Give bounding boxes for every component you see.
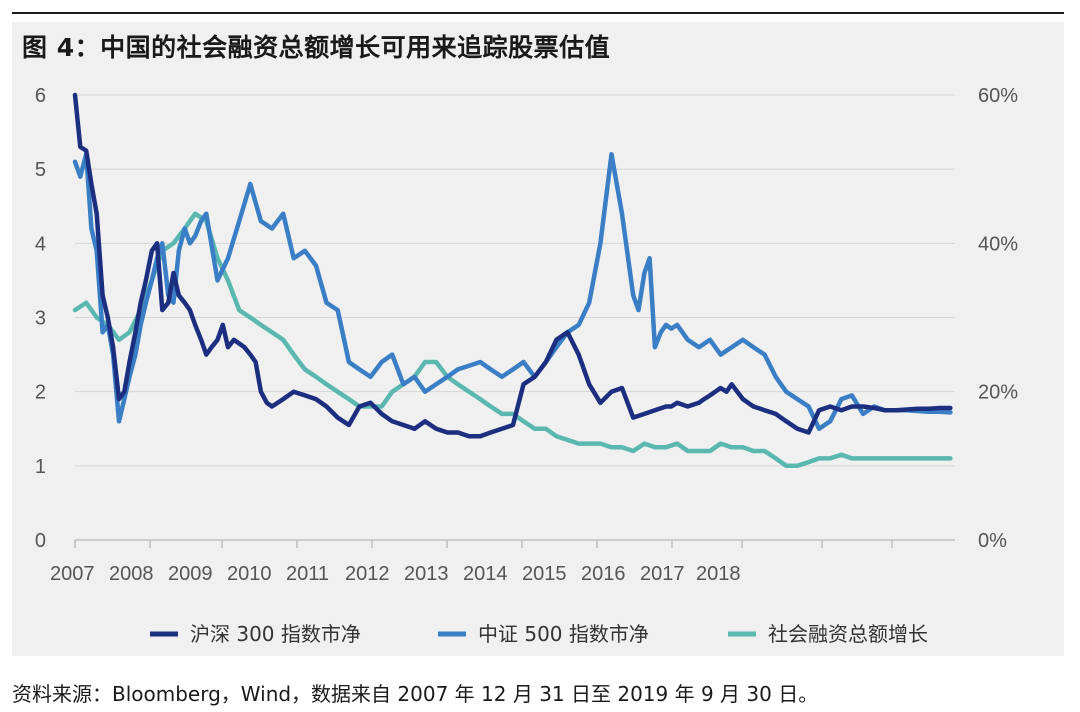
series-line-1 — [72, 152, 953, 432]
y-left-tick-label: 6 — [35, 85, 46, 107]
x-tick-label: 2009 — [168, 563, 213, 585]
chart-title: 图 4：中国的社会融资总额增长可用来追踪股票估值 — [22, 33, 611, 62]
y-left-tick-label: 4 — [35, 233, 46, 255]
legend-label: 中证 500 指数市净 — [478, 622, 649, 646]
x-tick-label: 2011 — [286, 563, 329, 585]
x-tick-label: 2008 — [109, 563, 154, 585]
y-right-tick-label: 20% — [978, 382, 1018, 404]
y-right-tick-label: 40% — [978, 233, 1018, 255]
y-left-tick-label: 0 — [35, 530, 46, 552]
x-tick-label: 2010 — [227, 563, 272, 585]
y-left-tick-label: 1 — [35, 456, 46, 478]
x-tick-label: 2007 — [50, 563, 95, 585]
y-right-tick-label: 60% — [978, 85, 1018, 107]
series-line-0 — [72, 92, 953, 439]
y-right-tick-label: 0% — [978, 530, 1007, 552]
x-tick-label: 2017 — [640, 563, 685, 585]
legend-label: 社会融资总额增长 — [768, 622, 928, 646]
chart-panel — [12, 22, 1064, 656]
x-tick-label: 2016 — [581, 563, 626, 585]
x-tick-label: 2012 — [345, 563, 390, 585]
top-rule — [12, 12, 1064, 14]
x-tick-label: 2015 — [522, 563, 567, 585]
x-tick-label: 2013 — [404, 563, 449, 585]
y-left-tick-label: 5 — [35, 159, 46, 181]
x-tick-label: 2018 — [696, 563, 741, 585]
y-left-tick-label: 2 — [35, 382, 46, 404]
series-line-2 — [72, 211, 953, 469]
x-tick-label: 2014 — [463, 563, 508, 585]
legend-label: 沪深 300 指数市净 — [190, 622, 361, 646]
source-note: 资料来源：Bloomberg，Wind，数据来自 2007 年 12 月 31 … — [12, 682, 819, 706]
y-left-tick-label: 3 — [35, 308, 46, 330]
